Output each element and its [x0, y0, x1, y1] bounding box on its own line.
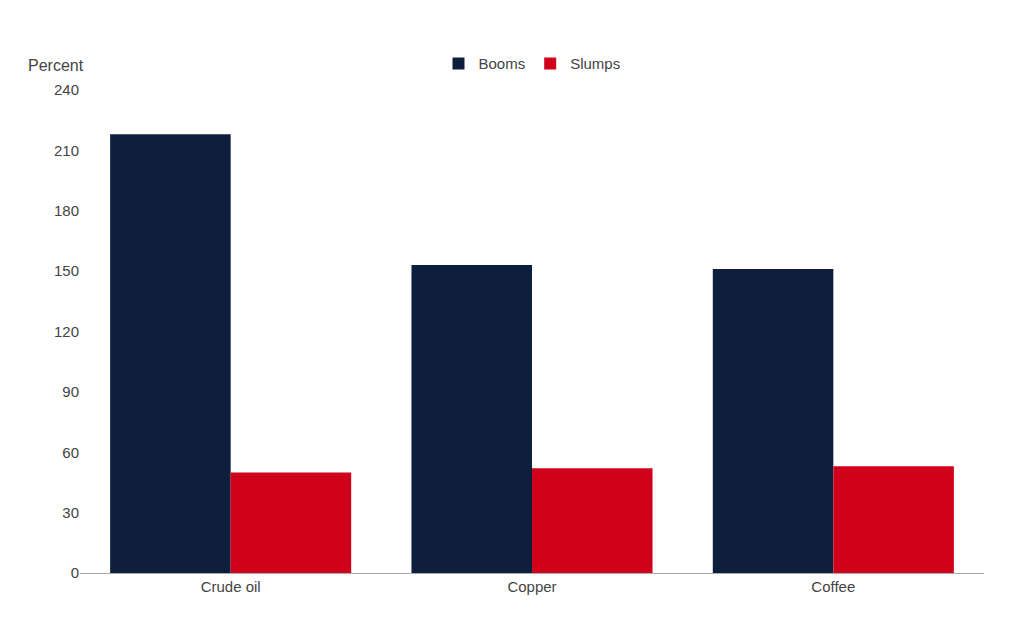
- svg-text:Coffee: Coffee: [811, 578, 855, 595]
- svg-text:Slumps: Slumps: [570, 55, 620, 72]
- svg-text:Copper: Copper: [507, 578, 556, 595]
- svg-text:240: 240: [54, 81, 79, 98]
- svg-text:Crude oil: Crude oil: [201, 578, 261, 595]
- svg-text:0: 0: [71, 564, 79, 581]
- svg-text:Booms: Booms: [479, 55, 526, 72]
- svg-text:180: 180: [54, 202, 79, 219]
- svg-text:120: 120: [54, 323, 79, 340]
- svg-text:150: 150: [54, 262, 79, 279]
- svg-text:Percent: Percent: [28, 57, 84, 74]
- svg-text:30: 30: [62, 504, 79, 521]
- svg-text:90: 90: [62, 383, 79, 400]
- svg-text:210: 210: [54, 142, 79, 159]
- svg-text:60: 60: [62, 444, 79, 461]
